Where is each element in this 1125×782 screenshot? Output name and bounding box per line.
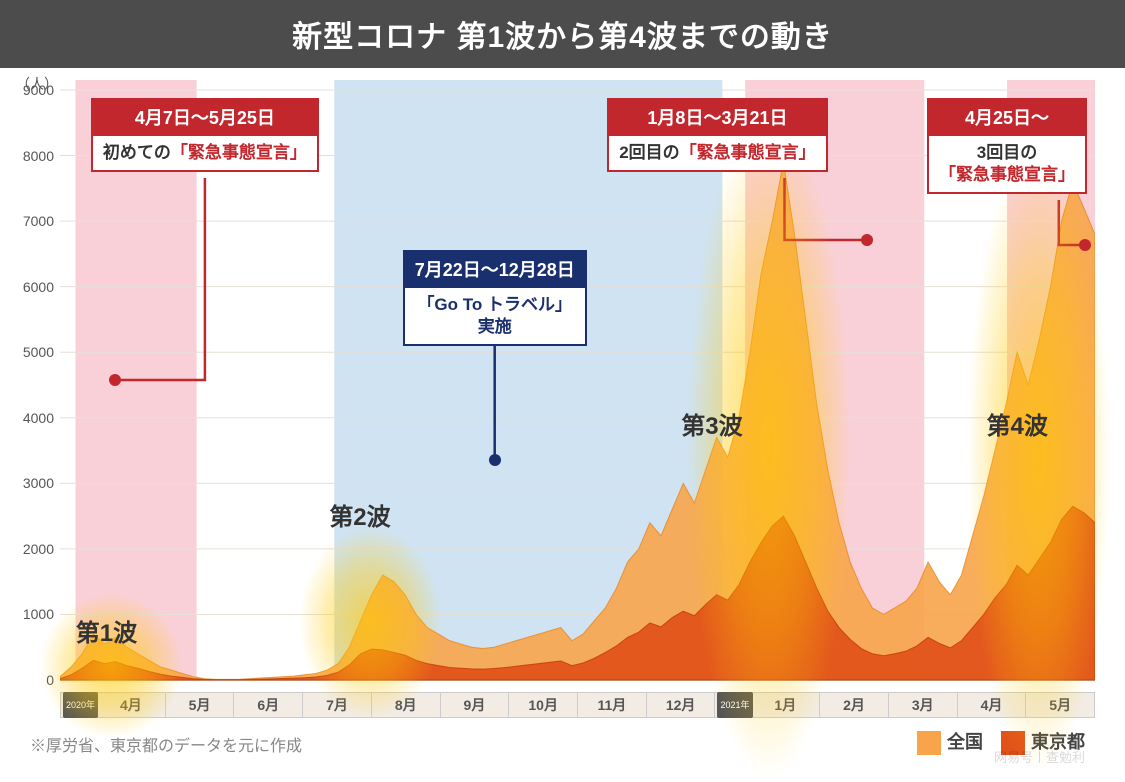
x-month: 9月 — [441, 692, 510, 718]
legend-label: 全国 — [947, 732, 983, 752]
callout-text: 「Go To トラベル」実施 — [403, 288, 587, 346]
y-tick-label: 4000 — [23, 410, 54, 426]
chart-area: （人） 4月2020年5月6月7月8月9月10月11月12月1月2021年2月3… — [60, 80, 1095, 690]
callout-date: 4月7日～5月25日 — [91, 98, 319, 136]
x-month: 11月 — [578, 692, 647, 718]
y-tick-label: 3000 — [23, 475, 54, 491]
wave-label: 第1波 — [76, 613, 137, 648]
x-axis-months: 4月2020年5月6月7月8月9月10月11月12月1月2021年2月3月4月5… — [60, 692, 1095, 718]
callout-date: 4月25日～ — [927, 98, 1087, 136]
leader-dot — [1079, 239, 1091, 251]
callout-c2: 7月22日～12月28日「Go To トラベル」実施 — [403, 250, 587, 346]
x-month: 10月 — [509, 692, 578, 718]
wave-label: 第2波 — [329, 497, 390, 532]
y-tick-label: 8000 — [23, 148, 54, 164]
x-month: 12月 — [647, 692, 716, 718]
callout-date: 7月22日～12月28日 — [403, 250, 587, 288]
legend-item: 全国 — [917, 728, 983, 755]
leader-dot — [489, 454, 501, 466]
callout-text: 3回目の「緊急事態宣言」 — [927, 136, 1087, 194]
y-tick-label: 7000 — [23, 213, 54, 229]
y-tick-label: 6000 — [23, 279, 54, 295]
callout-c3: 1月8日～3月21日2回目の「緊急事態宣言」 — [607, 98, 827, 172]
y-tick-label: 2000 — [23, 541, 54, 557]
source-note: ※厚労省、東京都のデータを元に作成 — [30, 732, 302, 756]
callout-date: 1月8日～3月21日 — [607, 98, 827, 136]
callout-c1: 4月7日～5月25日初めての「緊急事態宣言」 — [91, 98, 319, 172]
legend-swatch — [917, 731, 941, 755]
callout-text: 2回目の「緊急事態宣言」 — [607, 136, 827, 172]
wave-label: 第3波 — [681, 406, 742, 441]
x-month: 6月 — [234, 692, 303, 718]
y-tick-label: 1000 — [23, 606, 54, 622]
callout-text: 初めての「緊急事態宣言」 — [91, 136, 319, 172]
wave-glow — [966, 141, 1111, 775]
wave-glow — [686, 111, 852, 782]
wave-label: 第4波 — [987, 406, 1048, 441]
wave-glow — [298, 525, 443, 720]
watermark: 网易号丨查勉利 — [994, 747, 1085, 766]
callout-c4: 4月25日～3回目の「緊急事態宣言」 — [927, 98, 1087, 194]
y-tick-label: 5000 — [23, 344, 54, 360]
x-month: 3月 — [889, 692, 958, 718]
y-tick-label: 9000 — [23, 82, 54, 98]
x-month: 2月 — [820, 692, 889, 718]
leader-dot — [109, 374, 121, 386]
page-title: 新型コロナ 第1波から第4波までの動き — [0, 0, 1125, 68]
